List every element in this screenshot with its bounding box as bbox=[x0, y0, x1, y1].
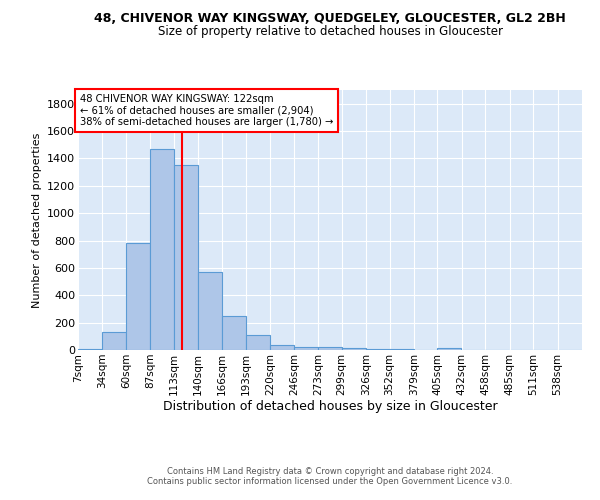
X-axis label: Distribution of detached houses by size in Gloucester: Distribution of detached houses by size … bbox=[163, 400, 497, 413]
Bar bbox=[174, 164, 197, 350]
Bar bbox=[221, 316, 245, 350]
Bar bbox=[294, 346, 318, 350]
Text: Size of property relative to detached houses in Gloucester: Size of property relative to detached ho… bbox=[157, 25, 503, 38]
Text: 48, CHIVENOR WAY KINGSWAY, QUEDGELEY, GLOUCESTER, GL2 2BH: 48, CHIVENOR WAY KINGSWAY, QUEDGELEY, GL… bbox=[94, 12, 566, 26]
Bar bbox=[318, 348, 342, 350]
Bar bbox=[150, 149, 174, 350]
Bar bbox=[271, 344, 294, 350]
Bar bbox=[366, 348, 390, 350]
Text: Contains public sector information licensed under the Open Government Licence v3: Contains public sector information licen… bbox=[148, 477, 512, 486]
Text: Contains HM Land Registry data © Crown copyright and database right 2024.: Contains HM Land Registry data © Crown c… bbox=[167, 467, 493, 476]
Bar bbox=[246, 335, 270, 350]
Y-axis label: Number of detached properties: Number of detached properties bbox=[32, 132, 41, 308]
Text: 48 CHIVENOR WAY KINGSWAY: 122sqm
← 61% of detached houses are smaller (2,904)
38: 48 CHIVENOR WAY KINGSWAY: 122sqm ← 61% o… bbox=[80, 94, 333, 128]
Bar bbox=[198, 272, 222, 350]
Bar bbox=[342, 348, 365, 350]
Bar bbox=[103, 332, 126, 350]
Bar bbox=[437, 348, 461, 350]
Bar bbox=[126, 244, 150, 350]
